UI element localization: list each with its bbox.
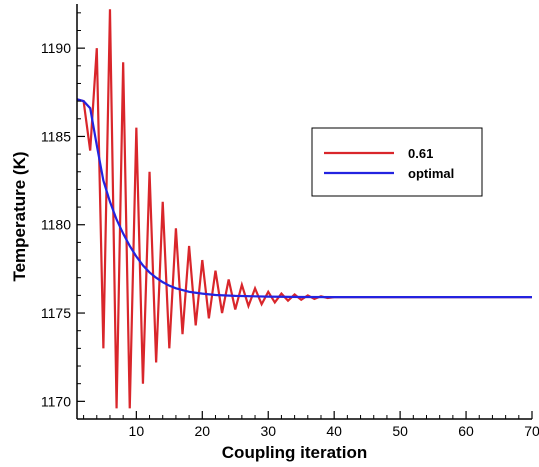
- x-tick-label: 20: [195, 423, 211, 439]
- x-tick-label: 60: [458, 423, 474, 439]
- series-line-optimal: [77, 98, 532, 299]
- legend-label: optimal: [408, 166, 454, 181]
- legend-label: 0.61: [408, 146, 433, 161]
- legend: 0.61 optimal: [311, 127, 483, 197]
- x-tick-label: 50: [392, 423, 408, 439]
- series-line-relaxation-0-61: [77, 9, 532, 409]
- legend-box: [311, 127, 483, 197]
- y-tick-label: 1185: [41, 128, 71, 144]
- y-tick-label: 1170: [41, 393, 71, 409]
- y-tick-label: 1190: [41, 40, 71, 56]
- x-tick-label: 70: [524, 423, 539, 439]
- x-tick-label: 40: [326, 423, 342, 439]
- x-tick-label: 30: [260, 423, 276, 439]
- series-lines: [77, 9, 532, 409]
- x-tick-label: 10: [129, 423, 145, 439]
- y-axis-ticks: 1170 1175 1180 1185 1190: [41, 12, 85, 420]
- axes: [76, 4, 532, 420]
- y-tick-label: 1175: [41, 305, 71, 321]
- x-axis-title: Coupling iteration: [222, 443, 367, 462]
- y-axis-title: Temperature (K): [10, 151, 29, 281]
- y-tick-label: 1180: [41, 217, 71, 233]
- x-axis-ticks: 10 20 30 40 50 60 70: [83, 411, 539, 439]
